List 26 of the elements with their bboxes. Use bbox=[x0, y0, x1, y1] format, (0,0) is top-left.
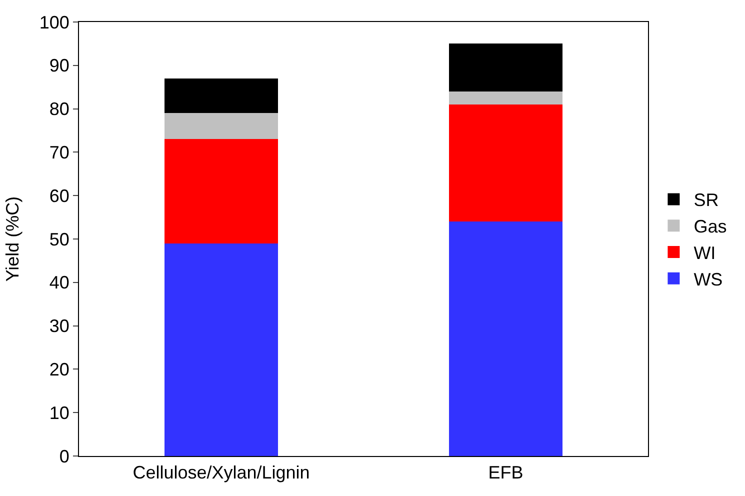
legend-label: Gas bbox=[694, 216, 727, 237]
y-tick-label: 80 bbox=[49, 99, 70, 120]
bar bbox=[164, 139, 278, 244]
y-tick-label: 10 bbox=[49, 402, 70, 423]
bar bbox=[448, 91, 563, 104]
y-tick-label: 40 bbox=[49, 272, 70, 293]
y-tick-label: 20 bbox=[49, 360, 70, 380]
legend-label: WI bbox=[694, 243, 716, 264]
legend-label: SR bbox=[694, 190, 719, 210]
bar bbox=[164, 78, 278, 114]
y-axis-title: Yield (%C) bbox=[2, 196, 23, 282]
bar bbox=[164, 243, 278, 456]
y-tick-label: 50 bbox=[49, 229, 70, 250]
bar bbox=[448, 104, 563, 222]
bar bbox=[448, 222, 563, 456]
y-tick-label: 100 bbox=[39, 12, 70, 32]
y-tick-label: 60 bbox=[49, 186, 70, 206]
bar bbox=[164, 113, 278, 140]
bar bbox=[448, 44, 563, 92]
x-tick-label: EFB bbox=[488, 462, 524, 483]
y-tick-label: 90 bbox=[49, 56, 70, 76]
y-tick-label: 0 bbox=[59, 446, 70, 466]
y-tick-label: 30 bbox=[49, 316, 70, 336]
x-tick-label: Cellulose/Xylan/Lignin bbox=[132, 462, 310, 483]
y-tick-label: 70 bbox=[49, 142, 70, 162]
legend-label: WS bbox=[694, 269, 723, 290]
